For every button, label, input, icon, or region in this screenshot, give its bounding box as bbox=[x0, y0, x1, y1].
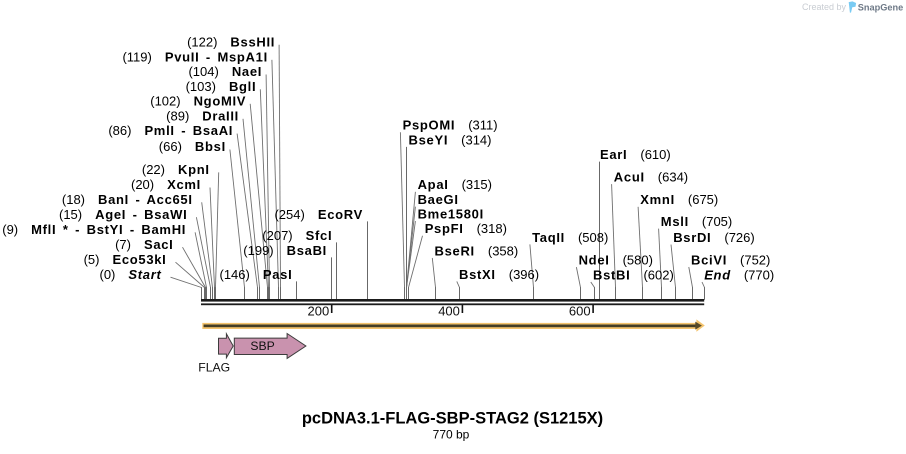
svg-text:(9)MflI * - BstYI - BamHI: (9) MflI * - BstYI - BamHI bbox=[2, 222, 186, 237]
svg-text:PspFI(318): PspFI (318) bbox=[425, 221, 507, 236]
svg-text:(199)BsaBI: (199) BsaBI bbox=[243, 243, 327, 258]
svg-text:(18)BanI - Acc65I: (18) BanI - Acc65I bbox=[62, 192, 193, 207]
svg-text:(66)BbsI: (66) BbsI bbox=[159, 139, 226, 154]
svg-text:Bme1580I: Bme1580I bbox=[418, 207, 484, 222]
svg-text:(15)AgeI - BsaWI: (15) AgeI - BsaWI bbox=[59, 207, 187, 222]
svg-text:SBP: SBP bbox=[250, 339, 274, 353]
svg-text:BciVI(752): BciVI (752) bbox=[691, 252, 770, 267]
svg-text:EarI(610): EarI (610) bbox=[600, 147, 671, 162]
svg-text:BstBI(602): BstBI (602) bbox=[593, 267, 674, 282]
svg-text:(103)BglI: (103) BglI bbox=[186, 79, 257, 94]
svg-text:BaeGI: BaeGI bbox=[418, 192, 459, 207]
svg-text:(119)PvuII - MspA1I: (119) PvuII - MspA1I bbox=[122, 49, 267, 64]
svg-text:BseRI(358): BseRI (358) bbox=[435, 243, 519, 258]
svg-text:(5)Eco53kI: (5) Eco53kI bbox=[84, 252, 167, 267]
svg-text:ApaI(315): ApaI (315) bbox=[418, 177, 492, 192]
svg-text:End(770): End (770) bbox=[704, 267, 774, 282]
svg-text:AcuI(634): AcuI (634) bbox=[614, 170, 688, 185]
svg-text:FLAG: FLAG bbox=[198, 361, 230, 375]
svg-text:(122)BssHII: (122) BssHII bbox=[187, 34, 275, 49]
svg-text:BseYI(314): BseYI (314) bbox=[409, 132, 492, 147]
svg-text:MslI(705): MslI (705) bbox=[661, 214, 732, 229]
svg-text:400: 400 bbox=[438, 304, 460, 319]
svg-text:(104)NaeI: (104) NaeI bbox=[188, 64, 262, 79]
svg-text:(7)SacI: (7) SacI bbox=[115, 237, 173, 252]
svg-text:Created by: Created by bbox=[802, 2, 847, 12]
svg-text:SnapGene: SnapGene bbox=[858, 3, 903, 13]
svg-text:770 bp: 770 bp bbox=[433, 428, 470, 442]
svg-text:(22)KpnI: (22) KpnI bbox=[142, 162, 210, 177]
svg-text:(146)PasI: (146) PasI bbox=[219, 267, 292, 282]
svg-text:BsrDI(726): BsrDI (726) bbox=[673, 230, 755, 245]
svg-text:NdeI(580): NdeI (580) bbox=[579, 253, 653, 268]
svg-text:XmnI(675): XmnI (675) bbox=[640, 192, 718, 207]
svg-text:(89)DraIII: (89) DraIII bbox=[166, 108, 239, 123]
svg-text:pcDNA3.1-FLAG-SBP-STAG2 (S1215: pcDNA3.1-FLAG-SBP-STAG2 (S1215X) bbox=[302, 410, 603, 428]
svg-text:(254)EcoRV: (254) EcoRV bbox=[274, 207, 363, 222]
svg-text:TaqII(508): TaqII (508) bbox=[532, 230, 608, 245]
svg-text:(86)PmlI - BsaAI: (86) PmlI - BsaAI bbox=[108, 123, 233, 138]
svg-text:600: 600 bbox=[569, 304, 591, 319]
svg-text:200: 200 bbox=[307, 304, 329, 319]
svg-text:(20)XcmI: (20) XcmI bbox=[131, 177, 201, 192]
svg-text:PspOMI(311): PspOMI (311) bbox=[403, 118, 498, 133]
svg-text:(102)NgoMIV: (102) NgoMIV bbox=[150, 93, 246, 108]
svg-text:(207)SfcI: (207) SfcI bbox=[262, 228, 332, 243]
svg-text:BstXI(396): BstXI (396) bbox=[459, 267, 539, 282]
svg-text:(0)Start: (0) Start bbox=[99, 267, 161, 282]
